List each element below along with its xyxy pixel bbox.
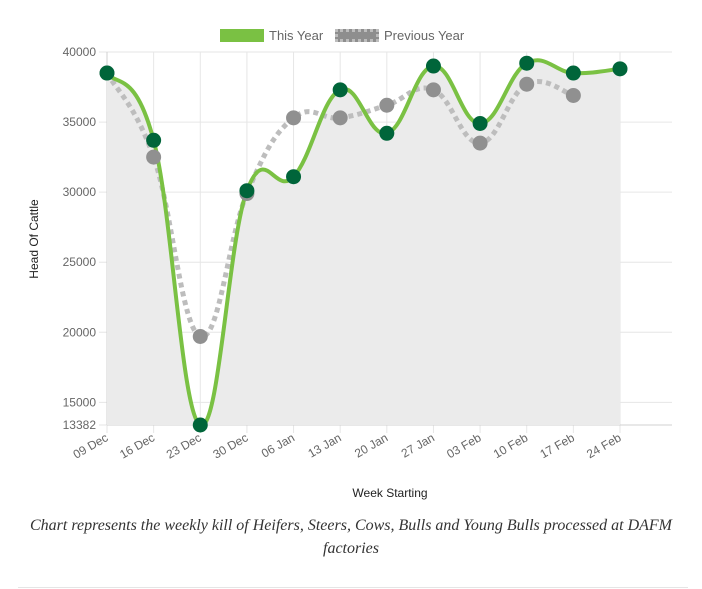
y-axis-title: Head Of Cattle <box>27 199 41 279</box>
y-tick-label: 20000 <box>63 325 97 339</box>
y-tick-label: 40000 <box>63 45 97 59</box>
data-point-this-year[interactable] <box>332 82 348 98</box>
data-point-this-year[interactable] <box>519 55 535 71</box>
series-lines <box>104 58 621 428</box>
data-point-previous-year[interactable] <box>286 110 302 126</box>
data-point-previous-year[interactable] <box>332 110 348 126</box>
y-tick-label: 15000 <box>63 395 97 409</box>
x-tick-label: 13 Jan <box>305 430 343 460</box>
data-point-this-year[interactable] <box>99 65 115 81</box>
footer-divider <box>18 587 688 588</box>
line-chart: 40000 35000 30000 25000 20000 15000 13382 09 D… <box>27 45 672 500</box>
data-point-this-year[interactable] <box>565 65 581 81</box>
x-axis-ticks: 09 Dec 16 Dec 23 Dec 30 Dec 06 Jan 13 Jan 20 J… <box>71 430 624 461</box>
x-tick-label: 16 Dec <box>117 430 157 461</box>
legend-item-this-year[interactable]: This Year <box>220 26 323 44</box>
x-tick-label: 27 Jan <box>399 430 437 460</box>
data-point-this-year[interactable] <box>472 115 488 131</box>
series-line-this-year <box>105 58 621 428</box>
legend-item-previous-year[interactable]: Previous Year <box>335 26 464 44</box>
data-point-previous-year[interactable] <box>472 135 488 151</box>
legend-swatch-previous-year <box>335 28 379 42</box>
area-fill <box>107 60 620 426</box>
data-point-previous-year[interactable] <box>565 87 581 103</box>
y-tick-label: 35000 <box>63 115 97 129</box>
x-tick-label: 20 Jan <box>352 430 390 460</box>
chart-caption: Chart represents the weekly kill of Heif… <box>29 517 672 557</box>
data-point-previous-year[interactable] <box>425 82 441 98</box>
x-tick-label: 23 Dec <box>164 430 204 461</box>
legend-label-this-year: This Year <box>269 27 324 43</box>
x-tick-label: 30 Dec <box>210 430 250 461</box>
data-point-this-year[interactable] <box>239 183 255 199</box>
data-point-previous-year[interactable] <box>146 149 162 165</box>
data-point-this-year[interactable] <box>146 132 162 148</box>
legend-label-previous-year: Previous Year <box>384 27 465 43</box>
data-point-this-year[interactable] <box>379 125 395 141</box>
data-point-this-year[interactable] <box>612 61 628 77</box>
area-fill-this-year <box>107 60 620 426</box>
data-point-this-year[interactable] <box>425 58 441 74</box>
y-tick-label: 25000 <box>63 255 97 269</box>
x-tick-label: 17 Feb <box>538 430 578 461</box>
x-axis-title: Week Starting <box>352 486 427 500</box>
data-point-previous-year[interactable] <box>192 328 208 344</box>
legend-swatch-this-year <box>220 28 264 42</box>
x-tick-label: 09 Dec <box>71 430 111 461</box>
data-points <box>99 55 628 433</box>
x-tick-label: 24 Feb <box>584 430 624 461</box>
data-point-this-year[interactable] <box>286 169 302 185</box>
x-tick-label: 06 Jan <box>259 430 297 460</box>
y-axis-ticks: 40000 35000 30000 25000 20000 15000 13382 <box>63 45 97 432</box>
data-point-previous-year[interactable] <box>519 76 535 92</box>
data-point-previous-year[interactable] <box>379 97 395 113</box>
y-tick-label: 13382 <box>63 418 97 432</box>
data-point-this-year[interactable] <box>192 417 208 433</box>
x-tick-label: 10 Feb <box>491 430 531 461</box>
x-tick-label: 03 Feb <box>444 430 484 461</box>
y-tick-label: 30000 <box>63 185 97 199</box>
